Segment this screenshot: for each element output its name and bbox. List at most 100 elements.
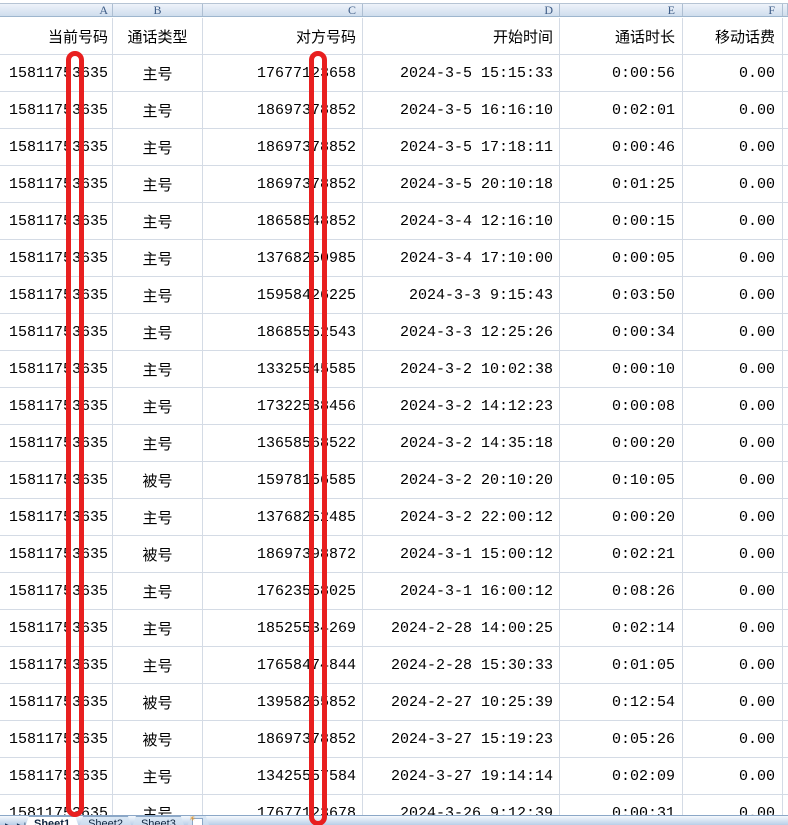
cell-other-number[interactable]: 17322538456	[203, 388, 363, 425]
cell-fee[interactable]: 0.00	[683, 684, 783, 721]
cell-call-type[interactable]: 主号	[113, 758, 203, 795]
cell-current-number[interactable]: 15811753635	[0, 92, 113, 129]
cell-start-time[interactable]: 2024-3-5 16:16:10	[363, 92, 560, 129]
cell-duration[interactable]: 0:05:26	[560, 721, 683, 758]
cell-duration[interactable]: 0:00:46	[560, 129, 683, 166]
last-sheet-button[interactable]: ▶|	[15, 816, 28, 825]
cell-duration[interactable]: 0:00:15	[560, 203, 683, 240]
cell-duration[interactable]: 0:12:54	[560, 684, 683, 721]
cell-current-number[interactable]: 15811753635	[0, 351, 113, 388]
cell-fee[interactable]: 0.00	[683, 462, 783, 499]
cell-current-number[interactable]: 15811753635	[0, 758, 113, 795]
cell-current-number[interactable]: 15811753635	[0, 536, 113, 573]
cell-fee[interactable]: 0.00	[683, 647, 783, 684]
cell-fee[interactable]: 0.00	[683, 536, 783, 573]
cell-current-number[interactable]: 15811753635	[0, 425, 113, 462]
cell-duration[interactable]: 0:00:56	[560, 55, 683, 92]
cell-fee[interactable]: 0.00	[683, 203, 783, 240]
cell-start-time[interactable]: 2024-3-2 22:00:12	[363, 499, 560, 536]
cell-fee[interactable]: 0.00	[683, 610, 783, 647]
header-cell-a[interactable]: 当前号码	[0, 18, 113, 55]
header-cell-d[interactable]: 开始时间	[363, 18, 560, 55]
cell-current-number[interactable]: 15811753635	[0, 388, 113, 425]
cell-duration[interactable]: 0:00:05	[560, 240, 683, 277]
cell-fee[interactable]: 0.00	[683, 758, 783, 795]
cell-current-number[interactable]: 15811753635	[0, 610, 113, 647]
cell-other-number[interactable]: 13768252485	[203, 499, 363, 536]
cell-other-number[interactable]: 18697378852	[203, 92, 363, 129]
column-header-e[interactable]: E	[560, 4, 683, 16]
cell-call-type[interactable]: 主号	[113, 129, 203, 166]
cell-current-number[interactable]: 15811753635	[0, 277, 113, 314]
column-header-d[interactable]: D	[363, 4, 560, 16]
cell-other-number[interactable]: 17677123658	[203, 55, 363, 92]
column-header-c[interactable]: C	[203, 4, 363, 16]
cell-duration[interactable]: 0:00:34	[560, 314, 683, 351]
cell-other-number[interactable]: 17623558025	[203, 573, 363, 610]
cell-start-time[interactable]: 2024-2-28 15:30:33	[363, 647, 560, 684]
cell-call-type[interactable]: 被号	[113, 536, 203, 573]
cell-call-type[interactable]: 主号	[113, 351, 203, 388]
cell-duration[interactable]: 0:00:20	[560, 425, 683, 462]
cell-current-number[interactable]: 15811753635	[0, 499, 113, 536]
cell-fee[interactable]: 0.00	[683, 351, 783, 388]
cell-duration[interactable]: 0:02:14	[560, 610, 683, 647]
cell-fee[interactable]: 0.00	[683, 92, 783, 129]
header-cell-c[interactable]: 对方号码	[203, 18, 363, 55]
cell-other-number[interactable]: 18525534269	[203, 610, 363, 647]
cell-call-type[interactable]: 主号	[113, 277, 203, 314]
column-header-a[interactable]: A	[0, 4, 113, 16]
cell-duration[interactable]: 0:02:21	[560, 536, 683, 573]
cell-other-number[interactable]: 18697378852	[203, 129, 363, 166]
cell-call-type[interactable]: 主号	[113, 610, 203, 647]
cell-duration[interactable]: 0:02:01	[560, 92, 683, 129]
header-cell-e[interactable]: 通话时长	[560, 18, 683, 55]
cell-call-type[interactable]: 主号	[113, 92, 203, 129]
cell-call-type[interactable]: 主号	[113, 499, 203, 536]
cell-fee[interactable]: 0.00	[683, 240, 783, 277]
header-cell-f[interactable]: 移动话费	[683, 18, 783, 55]
cell-duration[interactable]: 0:00:10	[560, 351, 683, 388]
cell-start-time[interactable]: 2024-3-1 15:00:12	[363, 536, 560, 573]
cell-call-type[interactable]: 主号	[113, 425, 203, 462]
cell-call-type[interactable]: 主号	[113, 314, 203, 351]
cell-current-number[interactable]: 15811753635	[0, 684, 113, 721]
cell-current-number[interactable]: 15811753635	[0, 573, 113, 610]
cell-start-time[interactable]: 2024-3-1 16:00:12	[363, 573, 560, 610]
cell-fee[interactable]: 0.00	[683, 721, 783, 758]
column-header-f[interactable]: F	[683, 4, 783, 16]
cell-other-number[interactable]: 17658474844	[203, 647, 363, 684]
cell-start-time[interactable]: 2024-3-4 17:10:00	[363, 240, 560, 277]
cell-other-number[interactable]: 15958426225	[203, 277, 363, 314]
cell-current-number[interactable]: 15811753635	[0, 462, 113, 499]
cell-other-number[interactable]: 18658548852	[203, 203, 363, 240]
cell-duration[interactable]: 0:02:09	[560, 758, 683, 795]
cell-current-number[interactable]: 15811753635	[0, 166, 113, 203]
cell-fee[interactable]: 0.00	[683, 499, 783, 536]
cell-other-number[interactable]: 15978156585	[203, 462, 363, 499]
header-cell-b[interactable]: 通话类型	[113, 18, 203, 55]
cell-start-time[interactable]: 2024-3-2 14:12:23	[363, 388, 560, 425]
tab-sheet2[interactable]: Sheet2	[76, 816, 135, 825]
cell-other-number[interactable]: 18697398872	[203, 536, 363, 573]
cell-current-number[interactable]: 15811753635	[0, 203, 113, 240]
cell-call-type[interactable]: 主号	[113, 647, 203, 684]
cell-current-number[interactable]: 15811753635	[0, 240, 113, 277]
cell-fee[interactable]: 0.00	[683, 573, 783, 610]
cell-call-type[interactable]: 被号	[113, 684, 203, 721]
cell-start-time[interactable]: 2024-2-27 10:25:39	[363, 684, 560, 721]
insert-worksheet-tab[interactable]	[184, 816, 213, 825]
cell-start-time[interactable]: 2024-3-5 15:15:33	[363, 55, 560, 92]
cell-duration[interactable]: 0:08:26	[560, 573, 683, 610]
cell-fee[interactable]: 0.00	[683, 388, 783, 425]
cell-fee[interactable]: 0.00	[683, 166, 783, 203]
cell-other-number[interactable]: 13425557584	[203, 758, 363, 795]
cell-call-type[interactable]: 主号	[113, 203, 203, 240]
cell-fee[interactable]: 0.00	[683, 277, 783, 314]
cell-call-type[interactable]: 被号	[113, 462, 203, 499]
cell-call-type[interactable]: 被号	[113, 721, 203, 758]
cell-start-time[interactable]: 2024-3-27 19:14:14	[363, 758, 560, 795]
cell-duration[interactable]: 0:10:05	[560, 462, 683, 499]
cell-other-number[interactable]: 13325545585	[203, 351, 363, 388]
cell-start-time[interactable]: 2024-2-28 14:00:25	[363, 610, 560, 647]
